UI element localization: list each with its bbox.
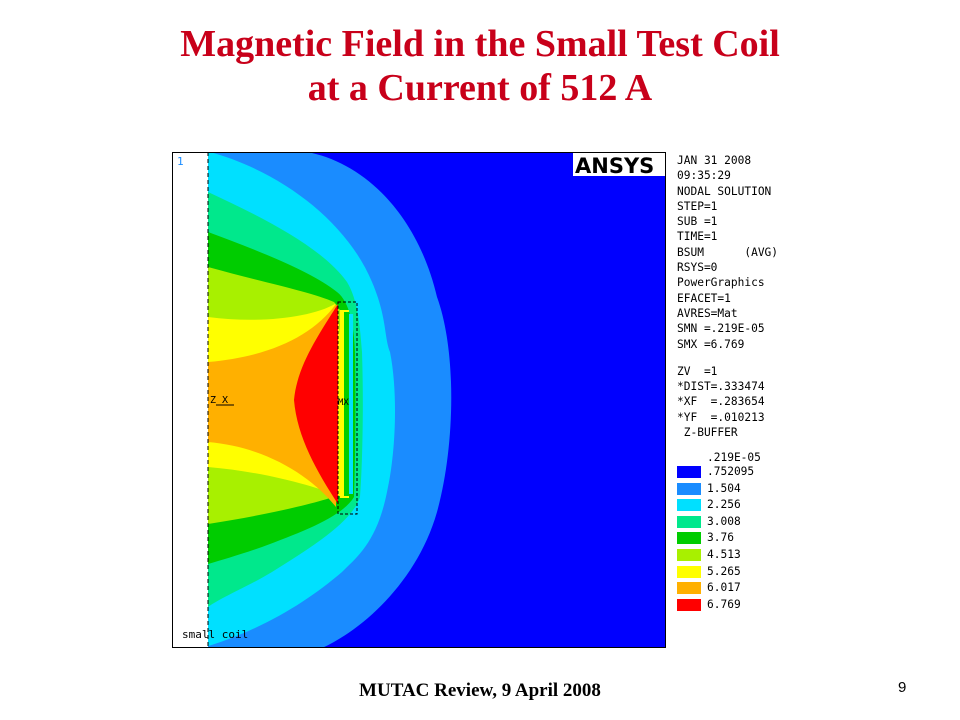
legend-label: 3.008	[707, 514, 741, 528]
info-line: TIME=1	[677, 230, 718, 244]
info-line: RSYS=0	[677, 261, 718, 275]
legend-swatch	[677, 548, 701, 561]
ansys-logo-box	[573, 153, 665, 176]
legend-item: 5.265	[677, 565, 761, 582]
footer-text: MUTAC Review, 9 April 2008	[359, 680, 601, 701]
legend-swatch	[677, 532, 701, 545]
legend-item: .752095	[677, 465, 761, 482]
info-line: *XF =.283654	[677, 395, 765, 409]
title-line-2: at a Current of 512 A	[307, 67, 653, 109]
legend-swatch	[677, 565, 701, 578]
info-spacer	[677, 352, 789, 364]
coil-layer-green	[344, 312, 349, 496]
info-line: ZV =1	[677, 364, 718, 378]
region-label: small coil	[182, 628, 248, 641]
info-line: STEP=1	[677, 199, 718, 213]
field-plot: 1 ANSYS Z X MX small coil	[172, 152, 666, 648]
legend-label: 5.265	[707, 564, 741, 578]
axis-triad: Z X	[210, 395, 228, 406]
legend-label: 1.504	[707, 481, 741, 495]
legend-swatch	[677, 582, 701, 595]
info-line: 09:35:29	[677, 169, 731, 183]
legend-item: 3.76	[677, 531, 761, 548]
info-line: EFACET=1	[677, 291, 731, 305]
legend-swatch	[677, 515, 701, 528]
info-line: SMN =.219E-05	[677, 322, 765, 336]
legend-label: 2.256	[707, 498, 741, 512]
info-line: *YF =.010213	[677, 410, 765, 424]
symmetry-axis-strip	[172, 152, 208, 648]
coil-layer-cyan	[349, 314, 353, 494]
window-number: 1	[177, 155, 184, 168]
legend-item: 6.769	[677, 598, 761, 615]
info-line: *DIST=.333474	[677, 380, 765, 394]
slide-title: Magnetic Field in the Small Test Coil at…	[0, 22, 960, 110]
info-line: SMX =6.769	[677, 337, 745, 351]
legend-swatch	[677, 466, 701, 478]
page-number: 9	[898, 679, 907, 696]
legend-label: 6.017	[707, 581, 741, 595]
legend-label: 4.513	[707, 547, 741, 561]
legend-label: 3.76	[707, 531, 734, 545]
info-line: SUB =1	[677, 215, 718, 229]
contour-band-8	[294, 304, 338, 504]
max-marker: MX	[338, 398, 349, 408]
info-line: Z-BUFFER	[677, 426, 738, 440]
legend-swatch	[677, 482, 701, 495]
contour-legend: .219E-05 .752095 1.504 2.256 3.008 3.76 4.513…	[677, 451, 761, 614]
coil-outline	[337, 301, 358, 515]
legend-label: 6.769	[707, 597, 741, 611]
legend-item: 6.017	[677, 581, 761, 598]
info-panel: JAN 31 2008 09:35:29 NODAL SOLUTION STEP=1 S…	[677, 153, 789, 440]
legend-item: 1.504	[677, 482, 761, 499]
info-line: AVRES=Mat	[677, 306, 738, 320]
contour-band-7	[172, 152, 336, 648]
plot-border	[172, 152, 666, 648]
legend-min-label: .219E-05	[707, 451, 761, 464]
info-line: PowerGraphics	[677, 276, 765, 290]
contour-plot: 1 ANSYS Z X MX small coil	[172, 152, 666, 648]
title-line-1: Magnetic Field in the Small Test Coil	[180, 23, 780, 65]
info-line: NODAL SOLUTION	[677, 184, 772, 198]
legend-item: 4.513	[677, 548, 761, 565]
legend-label: .752095	[707, 465, 755, 478]
info-line: BSUM (AVG)	[677, 245, 779, 259]
legend-swatch	[677, 499, 701, 512]
ansys-logo: ANSYS	[575, 154, 654, 178]
info-line: JAN 31 2008	[677, 154, 752, 167]
legend-item: 3.008	[677, 515, 761, 532]
legend-swatch	[677, 598, 701, 611]
legend-item: 2.256	[677, 498, 761, 515]
